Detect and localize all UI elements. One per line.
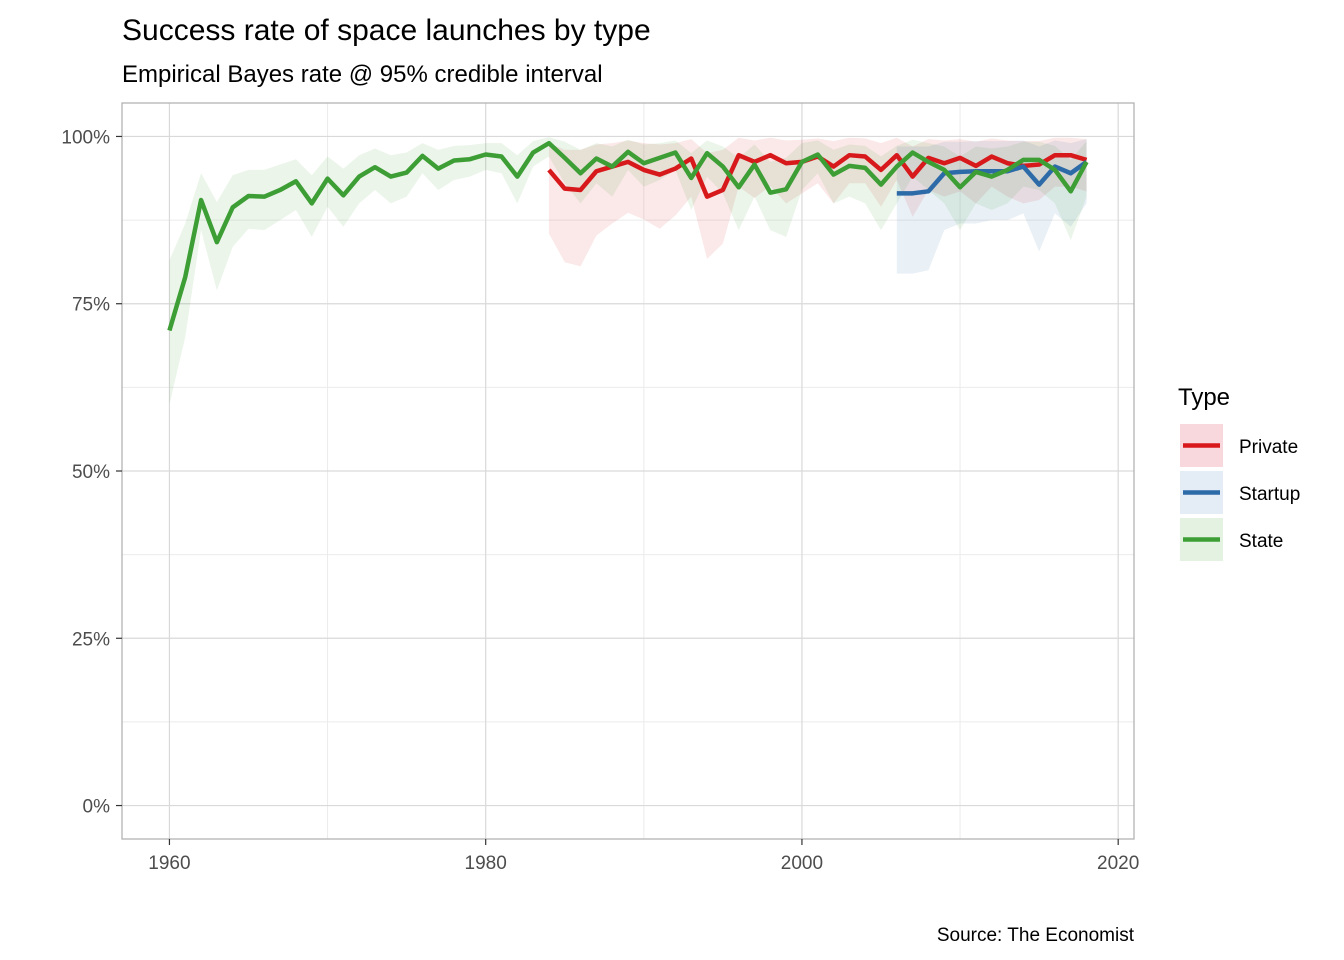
legend-item-private: Private: [1180, 424, 1298, 467]
grid-lines: [122, 103, 1134, 839]
y-tick-label: 100%: [61, 127, 110, 148]
chart-caption: Source: The Economist: [937, 925, 1135, 946]
legend-label: Private: [1239, 437, 1298, 458]
x-axis: 1960 1980 2000 2020: [148, 839, 1139, 874]
line-state: [167, 140, 1089, 332]
legend-title: Type: [1178, 384, 1230, 411]
legend-item-startup: Startup: [1180, 471, 1300, 514]
series-lines: [167, 140, 1089, 332]
legend-label: Startup: [1239, 484, 1300, 505]
y-tick-label: 0%: [83, 797, 111, 818]
x-tick-label: 1980: [465, 853, 507, 874]
y-tick-label: 25%: [72, 629, 110, 650]
y-tick-label: 75%: [72, 295, 110, 316]
x-tick-label: 2020: [1097, 853, 1139, 874]
legend-label: State: [1239, 531, 1283, 552]
x-tick-label: 2000: [781, 853, 823, 874]
chart-title: Success rate of space launches by type: [122, 14, 651, 47]
x-tick-label: 1960: [148, 853, 190, 874]
y-tick-label: 50%: [72, 462, 110, 483]
legend-item-state: State: [1180, 518, 1283, 561]
chart-subtitle: Empirical Bayes rate @ 95% credible inte…: [122, 61, 603, 88]
ribbon-private: [548, 137, 1087, 267]
legend: Type Private Startup State: [1178, 384, 1300, 561]
line-startup: [896, 160, 1088, 196]
y-axis: 0% 25% 50% 75% 100%: [61, 127, 122, 818]
ribbon-state: [169, 137, 1087, 405]
